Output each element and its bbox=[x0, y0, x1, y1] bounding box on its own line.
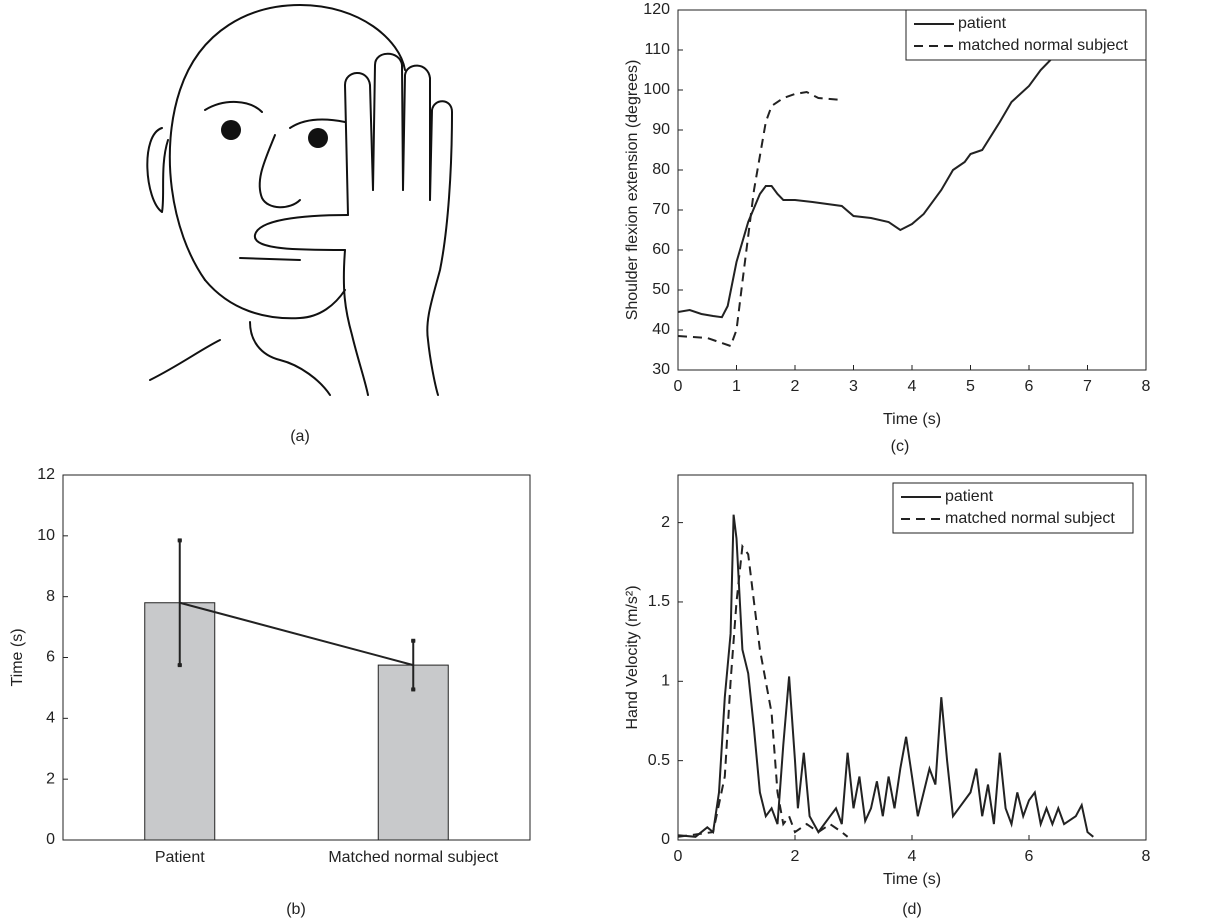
x-tick-label: Matched normal subject bbox=[328, 849, 498, 866]
panel-caption: (c) bbox=[891, 438, 910, 455]
eye bbox=[221, 120, 241, 140]
error-cap bbox=[411, 639, 415, 643]
legend-label: patient bbox=[945, 488, 994, 505]
legend-label: matched normal subject bbox=[945, 510, 1115, 527]
x-tick-label: 6 bbox=[1025, 848, 1034, 865]
error-cap bbox=[178, 663, 182, 667]
data-line bbox=[678, 92, 842, 346]
panel-caption: (b) bbox=[286, 901, 306, 918]
x-tick-label: 2 bbox=[791, 378, 800, 395]
y-axis-label: Time (s) bbox=[9, 628, 26, 686]
y-axis-label: Hand Velocity (m/s²) bbox=[624, 585, 641, 729]
error-cap bbox=[178, 538, 182, 542]
axes-box bbox=[678, 10, 1146, 370]
y-tick-label: 1 bbox=[661, 673, 670, 690]
y-tick-label: 40 bbox=[652, 321, 670, 338]
x-tick-label: 5 bbox=[966, 378, 975, 395]
x-tick-label: 4 bbox=[908, 378, 917, 395]
x-tick-label: 7 bbox=[1083, 378, 1092, 395]
y-tick-label: 60 bbox=[652, 241, 670, 258]
x-tick-label: 1 bbox=[732, 378, 741, 395]
y-tick-label: 1.5 bbox=[648, 593, 670, 610]
x-tick-label: Patient bbox=[155, 849, 205, 866]
panel-caption: (a) bbox=[290, 428, 310, 445]
y-tick-label: 110 bbox=[644, 41, 670, 58]
x-tick-label: 0 bbox=[674, 848, 683, 865]
x-tick-label: 4 bbox=[908, 848, 917, 865]
legend-label: matched normal subject bbox=[958, 37, 1128, 54]
y-tick-label: 0.5 bbox=[648, 752, 670, 769]
page: {"drawing_caption": "(a)", "chart_data":… bbox=[0, 0, 1210, 920]
x-tick-label: 2 bbox=[791, 848, 800, 865]
y-tick-label: 100 bbox=[643, 81, 670, 98]
x-tick-label: 8 bbox=[1142, 378, 1151, 395]
data-line bbox=[678, 546, 848, 836]
y-tick-label: 2 bbox=[661, 514, 670, 531]
x-tick-label: 3 bbox=[849, 378, 858, 395]
y-tick-label: 120 bbox=[643, 1, 670, 18]
y-tick-label: 0 bbox=[661, 831, 670, 848]
eye bbox=[308, 128, 328, 148]
y-tick-label: 50 bbox=[652, 281, 670, 298]
y-tick-label: 6 bbox=[46, 649, 55, 666]
y-tick-label: 10 bbox=[37, 527, 55, 544]
x-axis-label: Time (s) bbox=[883, 871, 941, 888]
y-tick-label: 12 bbox=[37, 466, 55, 483]
x-tick-label: 0 bbox=[674, 378, 683, 395]
x-axis-label: Time (s) bbox=[883, 411, 941, 428]
y-tick-label: 90 bbox=[652, 121, 670, 138]
error-cap bbox=[411, 687, 415, 691]
face-drawing bbox=[147, 5, 452, 395]
x-tick-label: 8 bbox=[1142, 848, 1151, 865]
data-line bbox=[678, 58, 1052, 317]
panel-caption: (d) bbox=[902, 901, 922, 918]
figure: (a) 024681012Time (s)(b)PatientMatched n… bbox=[0, 0, 1210, 920]
y-tick-label: 8 bbox=[46, 588, 55, 605]
y-tick-label: 2 bbox=[46, 770, 55, 787]
y-tick-label: 70 bbox=[652, 201, 670, 218]
axes-box bbox=[63, 475, 530, 840]
x-tick-label: 6 bbox=[1025, 378, 1034, 395]
y-tick-label: 0 bbox=[46, 831, 55, 848]
y-axis-label: Shoulder flexion extension (degrees) bbox=[624, 60, 641, 321]
y-tick-label: 4 bbox=[46, 710, 55, 727]
y-tick-label: 80 bbox=[652, 161, 670, 178]
y-tick-label: 30 bbox=[652, 361, 670, 378]
legend-label: patient bbox=[958, 15, 1007, 32]
